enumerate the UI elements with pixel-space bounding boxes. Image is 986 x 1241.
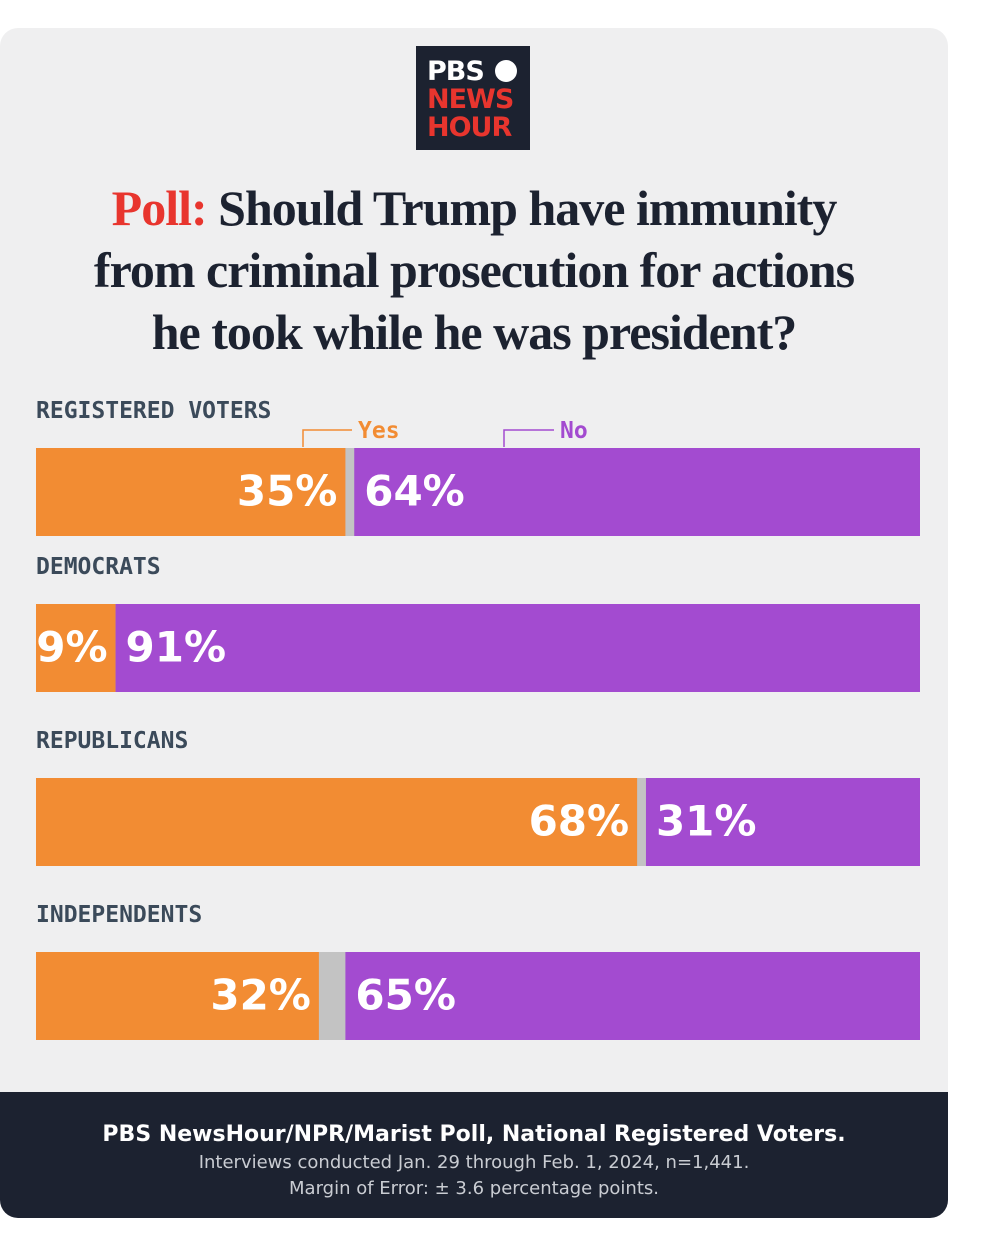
footer-note: Interviews conducted Jan. 29 through Feb… <box>199 1152 750 1173</box>
title-line: he took while he was president? <box>152 304 797 360</box>
footer-source: PBS NewsHour/NPR/Marist Poll, National R… <box>102 1122 845 1147</box>
value-label: 65% <box>355 971 456 1020</box>
title-prefix: Poll: <box>112 180 207 236</box>
footer-note: Margin of Error: ± 3.6 percentage points… <box>289 1178 659 1199</box>
value-label: 68% <box>529 797 630 846</box>
chart-title: Poll: Should Trump have immunity <box>112 180 838 236</box>
value-label: 32% <box>210 971 311 1020</box>
legend-label: No <box>560 418 588 444</box>
logo-icon <box>495 60 517 82</box>
title-line: from criminal prosecution for actions <box>94 242 855 298</box>
legend-connector <box>302 429 352 447</box>
value-label: 9% <box>36 623 107 672</box>
bar-yes <box>36 604 116 692</box>
value-label: 64% <box>364 467 465 516</box>
logo-text: NEWS <box>427 84 513 115</box>
bar-no <box>354 448 920 536</box>
bar-no <box>345 952 920 1040</box>
logo-text: HOUR <box>427 112 512 143</box>
logo-text: PBS <box>427 56 484 87</box>
legend-connector <box>503 429 554 447</box>
value-label: 91% <box>126 623 227 672</box>
legend-label: Yes <box>358 418 400 444</box>
category-label: INDEPENDENTS <box>36 902 202 928</box>
bar-yes <box>36 778 638 866</box>
category-label: REPUBLICANS <box>36 728 188 754</box>
value-label: 35% <box>237 467 338 516</box>
category-label: DEMOCRATS <box>36 554 161 580</box>
bar-no <box>645 778 920 866</box>
value-label: 31% <box>656 797 757 846</box>
bar-yes <box>36 952 319 1040</box>
category-label: REGISTERED VOTERS <box>36 398 271 424</box>
footer-band <box>0 1092 948 1218</box>
bar-yes <box>36 448 346 536</box>
title-line: Should Trump have immunity <box>218 180 837 236</box>
bar-no <box>115 604 920 692</box>
